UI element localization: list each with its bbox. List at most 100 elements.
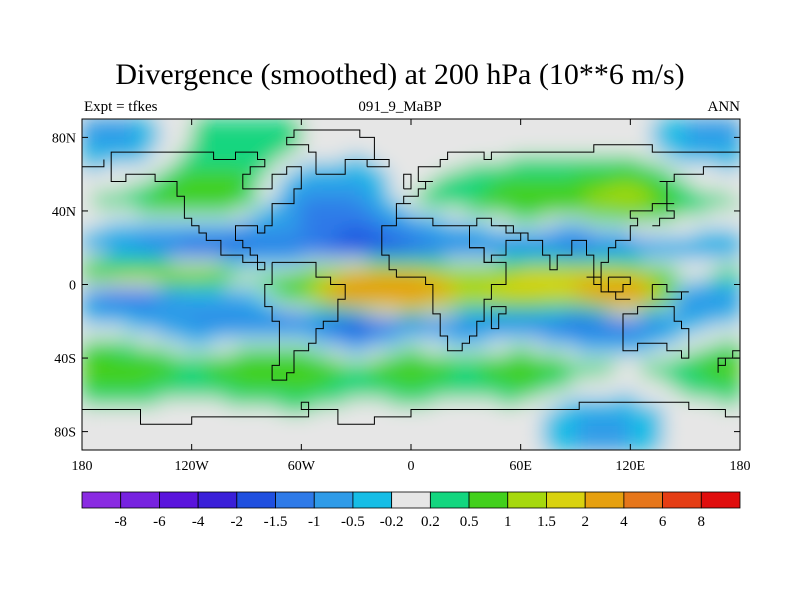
field-cell bbox=[696, 376, 708, 385]
field-cell bbox=[169, 163, 182, 172]
field-cell bbox=[553, 354, 566, 363]
field-cell bbox=[213, 273, 226, 282]
field-cell bbox=[685, 214, 697, 223]
field-cell bbox=[411, 435, 423, 444]
field-cell bbox=[729, 229, 740, 238]
field-cell bbox=[290, 435, 302, 444]
field-cell bbox=[729, 325, 740, 333]
field-cell bbox=[82, 185, 94, 194]
field-cell bbox=[301, 185, 313, 194]
field-cell bbox=[312, 236, 324, 245]
field-cell bbox=[630, 133, 642, 142]
field-cell bbox=[575, 251, 588, 260]
field-cell bbox=[147, 317, 160, 326]
field-cell bbox=[608, 148, 620, 157]
field-cell bbox=[202, 280, 215, 289]
field-cell bbox=[378, 376, 390, 385]
field-cell bbox=[224, 229, 237, 238]
field-cell bbox=[191, 347, 204, 355]
field-cell bbox=[663, 244, 675, 252]
field-cell bbox=[487, 185, 500, 194]
field-cell bbox=[169, 251, 182, 260]
field-cell bbox=[125, 207, 138, 216]
field-cell bbox=[378, 207, 390, 216]
field-cell bbox=[520, 398, 533, 407]
field-cell bbox=[696, 251, 708, 260]
field-cell bbox=[345, 222, 357, 230]
field-cell bbox=[608, 258, 620, 267]
field-cell bbox=[213, 141, 226, 150]
field-cell bbox=[422, 442, 434, 450]
field-cell bbox=[696, 207, 708, 216]
field-cell bbox=[202, 302, 215, 311]
field-cell bbox=[301, 229, 313, 238]
field-cell bbox=[542, 420, 555, 429]
field-cell bbox=[608, 236, 620, 245]
field-cell bbox=[630, 361, 642, 370]
field-cell bbox=[169, 222, 182, 230]
field-cell bbox=[718, 177, 730, 186]
field-cell bbox=[663, 155, 675, 164]
field-cell bbox=[323, 185, 335, 194]
field-cell bbox=[432, 185, 445, 194]
field-cell bbox=[597, 332, 609, 341]
field-cell bbox=[685, 236, 697, 245]
field-cell bbox=[707, 347, 719, 355]
field-cell bbox=[663, 170, 675, 179]
field-cell bbox=[422, 170, 434, 179]
field-cell bbox=[268, 163, 280, 172]
x-axis: 180 120W 60W 0 60E 120E 180 bbox=[72, 119, 751, 474]
field-cell bbox=[575, 214, 588, 223]
field-cell bbox=[531, 354, 544, 363]
field-cell bbox=[114, 141, 127, 150]
field-cell bbox=[663, 251, 675, 260]
field-cell bbox=[202, 266, 215, 275]
field-cell bbox=[520, 170, 533, 179]
field-cell bbox=[290, 361, 302, 370]
field-cell bbox=[323, 244, 335, 252]
field-cell bbox=[454, 141, 467, 150]
field-cell bbox=[202, 155, 215, 164]
field-cell bbox=[334, 288, 346, 297]
field-cell bbox=[136, 332, 149, 341]
field-cell bbox=[290, 405, 302, 414]
field-cell bbox=[718, 207, 730, 216]
field-cell bbox=[279, 420, 291, 429]
field-cell bbox=[718, 170, 730, 179]
field-cell bbox=[180, 236, 193, 245]
field-cell bbox=[586, 376, 599, 385]
field-cell bbox=[411, 222, 423, 230]
field-cell bbox=[652, 251, 664, 260]
field-cell bbox=[400, 266, 412, 275]
field-cell bbox=[345, 266, 357, 275]
field-cell bbox=[531, 266, 544, 275]
field-cell bbox=[136, 199, 149, 208]
field-cell bbox=[553, 442, 566, 450]
field-cell bbox=[400, 332, 412, 341]
field-cell bbox=[652, 332, 664, 341]
field-cell bbox=[531, 361, 544, 370]
field-cell bbox=[213, 126, 226, 135]
field-cell bbox=[663, 133, 675, 142]
field-cell bbox=[235, 442, 248, 450]
field-cell bbox=[235, 420, 248, 429]
field-cell bbox=[202, 442, 215, 450]
colorbar-label: 0.5 bbox=[460, 514, 479, 530]
field-cell bbox=[509, 119, 522, 127]
field-cell bbox=[290, 427, 302, 436]
field-cell bbox=[334, 332, 346, 341]
field-cell bbox=[422, 391, 434, 400]
field-cell bbox=[542, 302, 555, 311]
field-cell bbox=[465, 185, 478, 194]
field-cell bbox=[224, 119, 237, 127]
field-cell bbox=[290, 192, 302, 201]
field-cell bbox=[158, 266, 171, 275]
field-cell bbox=[608, 332, 620, 341]
field-cell bbox=[202, 317, 215, 326]
colorbar-swatch bbox=[197, 491, 238, 509]
field-cell bbox=[345, 442, 357, 450]
field-cell bbox=[674, 376, 686, 385]
field-cell bbox=[663, 280, 675, 289]
field-cell bbox=[509, 288, 522, 297]
field-cell bbox=[169, 413, 182, 422]
